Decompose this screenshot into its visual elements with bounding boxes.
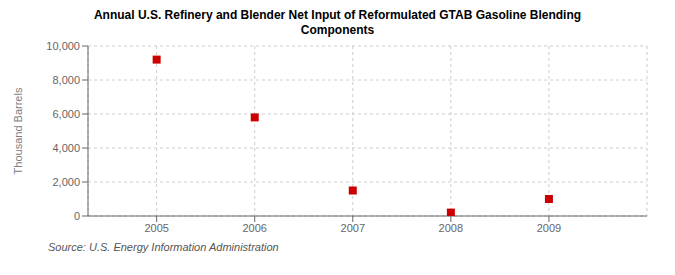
svg-text:0: 0	[74, 210, 80, 222]
svg-text:2,000: 2,000	[52, 176, 80, 188]
svg-text:2006: 2006	[242, 222, 266, 234]
svg-text:8,000: 8,000	[52, 74, 80, 86]
svg-text:2005: 2005	[144, 222, 168, 234]
html-text:Source: U.S. Energy Informatio: Source: U.S. Energy Information Administ…	[48, 241, 279, 253]
svg-text:10,000: 10,000	[46, 40, 80, 52]
svg-text:2008: 2008	[439, 222, 463, 234]
svg-text:6,000: 6,000	[52, 108, 80, 120]
svg-text:Thousand Barrels: Thousand Barrels	[12, 87, 24, 174]
html-text:Annual U.S. Refinery and Blend: Annual U.S. Refinery and Blender Net Inp…	[93, 8, 582, 37]
svg-text:4,000: 4,000	[52, 142, 80, 154]
svg-text:2007: 2007	[341, 222, 365, 234]
svg-text:2009: 2009	[537, 222, 561, 234]
